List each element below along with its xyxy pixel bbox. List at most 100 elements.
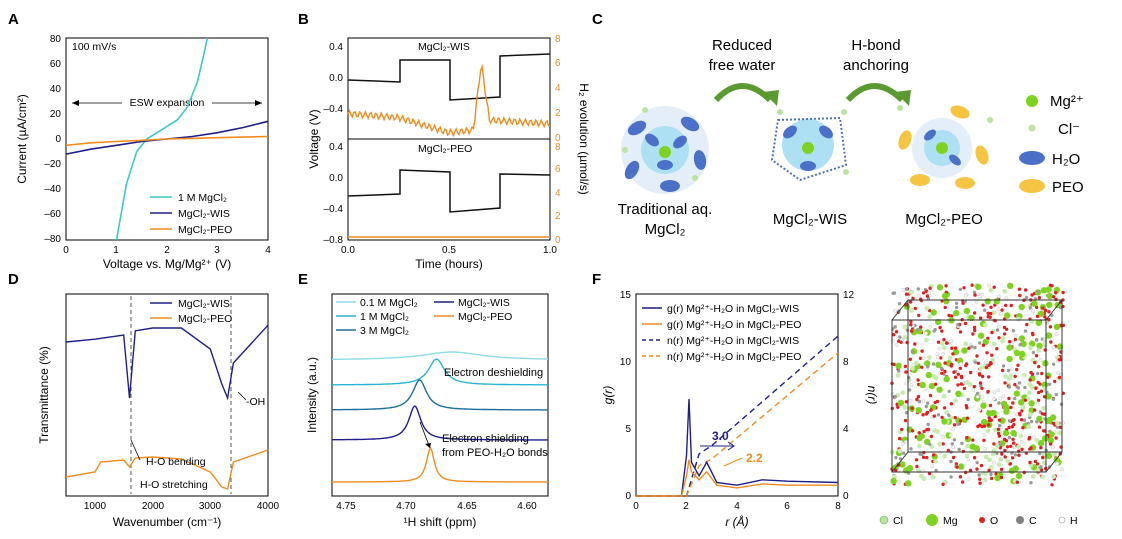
md-atom — [997, 294, 1001, 299]
md-atom — [978, 373, 982, 377]
h-atom-icon — [1058, 516, 1066, 524]
panel-f-series-g-wis — [636, 398, 839, 497]
md-atom — [942, 345, 947, 351]
panel-b-ytick: 0.4 — [329, 142, 343, 153]
md-atom — [952, 370, 956, 374]
panel-a-yticks: 80 60 40 20 0 –20 –40 –60 –80 — [44, 34, 61, 245]
panel-e-ann-deshield: Electron deshielding — [444, 367, 543, 379]
md-atom — [956, 372, 960, 376]
md-atom — [978, 381, 983, 385]
panel-d-frame — [65, 293, 269, 497]
md-atom — [916, 293, 921, 298]
md-atom — [955, 390, 962, 397]
md-atom — [958, 366, 962, 370]
md-atom — [971, 438, 975, 442]
md-atom — [1057, 358, 1062, 362]
panel-d-oh-pointer — [237, 391, 247, 401]
md-atom — [902, 324, 908, 330]
md-legend-c: C — [1029, 515, 1037, 527]
panel-a-frame — [65, 37, 269, 241]
panel-b-ylabel-left: Voltage (V) — [307, 109, 321, 168]
md-atom — [972, 456, 977, 460]
panel-b-rtick: 4 — [555, 188, 561, 199]
md-atom — [909, 323, 913, 327]
md-atom — [1053, 379, 1057, 384]
md-atom — [973, 445, 980, 452]
panel-e-frame — [331, 293, 549, 497]
md-atom — [909, 383, 914, 388]
panel-b-wis-voltage — [347, 53, 551, 101]
md-atom — [1010, 339, 1015, 344]
arrowhead-icon — [895, 90, 911, 106]
water-icon — [1019, 151, 1045, 165]
md-atom — [1054, 392, 1059, 397]
md-atom — [1053, 323, 1061, 331]
panel-f-letter: F — [592, 271, 601, 288]
md-atom — [996, 388, 1001, 393]
md-atom — [973, 328, 977, 333]
md-atom — [998, 396, 1003, 401]
md-atom — [935, 429, 940, 434]
md-atom — [1011, 401, 1015, 405]
md-atom — [977, 473, 981, 477]
water-icon — [819, 125, 833, 139]
md-atom — [1007, 419, 1012, 423]
md-atom — [1047, 382, 1052, 386]
panel-b-xtick: 0.0 — [341, 245, 355, 256]
md-atom — [1035, 319, 1042, 327]
md-atom — [986, 410, 993, 417]
md-atom — [915, 328, 920, 332]
peo-icon — [950, 105, 970, 119]
md-atom — [956, 323, 960, 327]
panel-b-rtick: 0 — [555, 235, 561, 246]
md-atom — [933, 458, 938, 464]
panel-f-xtick: 6 — [784, 501, 790, 512]
md-atom — [903, 364, 908, 369]
panel-b-xlabel: Time (hours) — [415, 257, 483, 271]
md-atom — [941, 482, 945, 486]
md-atom — [975, 283, 982, 290]
panel-a-ylabel: Current (µA/cm²) — [15, 94, 29, 184]
md-atom — [1035, 338, 1039, 342]
md-atom — [924, 331, 928, 336]
md-atom — [1010, 429, 1017, 437]
md-atom — [950, 346, 954, 350]
md-atom — [1038, 357, 1043, 362]
md-atom — [958, 287, 962, 291]
md-atom — [1047, 318, 1051, 322]
panel-e-legend: 0.1 M MgCl₂ 1 M MgCl₂ 3 M MgCl₂ MgCl₂-WI… — [336, 297, 512, 337]
md-atom — [897, 339, 901, 343]
md-atom — [942, 338, 946, 342]
md-atom — [904, 287, 909, 291]
md-atom — [1021, 426, 1025, 430]
md-atom — [991, 310, 997, 315]
legend-label: MgCl₂-PEO — [458, 311, 512, 323]
md-atom — [941, 435, 945, 439]
md-atom — [1036, 348, 1041, 353]
md-atom — [951, 445, 955, 450]
md-atom — [1013, 333, 1018, 338]
md-atom — [936, 386, 943, 393]
md-atom — [1048, 442, 1053, 446]
md-atom — [904, 400, 908, 404]
md-atom — [1037, 425, 1042, 429]
md-atom — [975, 391, 980, 396]
panel-f-xtick: 4 — [734, 501, 740, 512]
md-atom — [1020, 405, 1026, 410]
md-atom — [894, 342, 899, 347]
md-atom — [979, 463, 984, 468]
md-atom — [928, 324, 933, 329]
md-atom — [970, 283, 974, 287]
md-atom — [947, 389, 951, 393]
md-atom — [897, 369, 901, 373]
md-atom — [972, 384, 976, 389]
md-atom — [1035, 401, 1040, 406]
legend-label: 3 M MgCl₂ — [360, 325, 409, 337]
panel-f-xtick: 0 — [633, 501, 639, 512]
md-atom — [920, 452, 924, 457]
curved-arrow-icon — [713, 83, 773, 103]
md-atom — [989, 311, 993, 316]
md-atom — [924, 360, 931, 367]
md-atom — [1000, 368, 1005, 373]
panel-f-ytick: 10 — [620, 357, 632, 368]
